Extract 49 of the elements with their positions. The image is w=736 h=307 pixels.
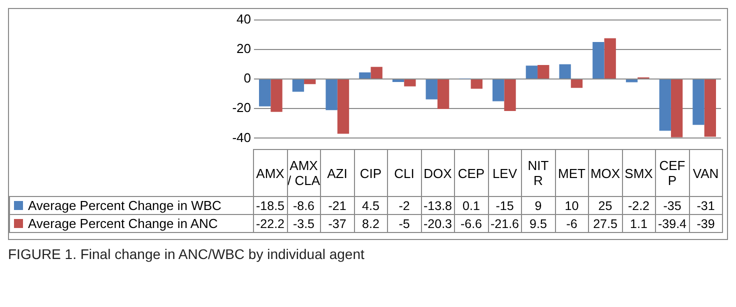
data-label: -22.2: [254, 214, 287, 232]
data-label: -21: [320, 196, 354, 214]
x-tick-label: DOX: [421, 150, 454, 196]
data-label: -35: [656, 196, 689, 214]
x-tick-label: NIT R: [522, 150, 555, 196]
x-tick-label: MOX: [588, 150, 622, 196]
y-tick-label: 40: [236, 11, 251, 26]
data-label: -31: [689, 196, 722, 214]
data-label: -18.5: [254, 196, 287, 214]
data-label: -39.4: [656, 214, 689, 232]
x-tick-label: SMX: [622, 150, 656, 196]
x-tick-label: MET: [555, 150, 588, 196]
x-tick-label: CEF P: [656, 150, 689, 196]
x-tick-label: LEV: [488, 150, 522, 196]
data-label: -2: [388, 196, 421, 214]
legend-label: Average Percent Change in ANC: [10, 214, 254, 232]
data-label: -39: [689, 214, 722, 232]
y-tick-label: -20: [232, 100, 251, 116]
data-label: -2.2: [622, 196, 656, 214]
legend-label: Average Percent Change in WBC: [10, 196, 254, 214]
data-label: 0.1: [454, 196, 488, 214]
data-label: 27.5: [588, 214, 622, 232]
data-label: -6: [555, 214, 588, 232]
y-tick-label: 0: [244, 70, 251, 86]
x-tick-label: CIP: [354, 150, 388, 196]
data-label: -15: [488, 196, 522, 214]
x-tick-label: AZI: [320, 150, 354, 196]
data-label: 1.1: [622, 214, 656, 232]
data-label: 8.2: [354, 214, 388, 232]
x-tick-label: CLI: [388, 150, 421, 196]
data-label: -6.6: [454, 214, 488, 232]
data-label: 25: [588, 196, 622, 214]
data-label: -21.6: [488, 214, 522, 232]
data-label: -8.6: [287, 196, 320, 214]
data-label: 4.5: [354, 196, 388, 214]
x-tick-label: AMX: [254, 150, 287, 196]
data-label: -5: [388, 214, 421, 232]
data-label: -13.8: [421, 196, 454, 214]
y-tick-label: 20: [236, 40, 251, 56]
y-tick-label: -40: [232, 130, 251, 145]
caption: FIGURE 1. Final change in ANC/WBC by individual agent: [8, 246, 366, 262]
data-label: -37: [320, 214, 354, 232]
data-label: 9.5: [522, 214, 555, 232]
data-label: -3.5: [287, 214, 320, 232]
x-tick-label: CEP: [454, 150, 488, 196]
x-tick-label: VAN: [689, 150, 722, 196]
data-label: 9: [522, 196, 555, 214]
data-label: 10: [555, 196, 588, 214]
data-label: -20.3: [421, 214, 454, 232]
